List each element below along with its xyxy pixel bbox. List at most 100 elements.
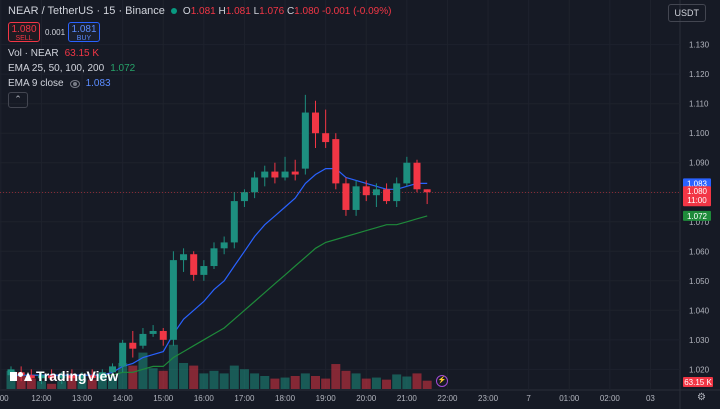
candle-body — [230, 201, 238, 243]
ema-lines — [11, 168, 428, 376]
tv-logo-icon — [10, 371, 32, 381]
volume-bar — [189, 365, 199, 389]
ema9-legend[interactable]: EMA 9 close 1.083 — [8, 78, 111, 89]
time-tick-label: 1:00 — [0, 394, 9, 403]
volume-bar — [229, 365, 239, 389]
sell-button[interactable]: 1.080 SELL — [8, 22, 40, 42]
price-label-text: 1.080 — [687, 187, 708, 196]
price-label-text: 1.083 — [687, 179, 708, 188]
market-status-dot — [170, 8, 177, 14]
time-tick-label: 20:00 — [356, 394, 377, 403]
change-value: -0.001 (-0.09%) — [321, 5, 392, 17]
candle — [139, 328, 147, 349]
time-tick-label: 03 — [646, 394, 655, 403]
volume-bar — [87, 379, 97, 389]
volume-bar — [138, 352, 148, 389]
candle — [119, 339, 127, 373]
candle-body — [342, 183, 350, 210]
volume-bar — [47, 383, 57, 389]
volume-bar — [158, 370, 168, 389]
price-tick-label: 1.020 — [689, 365, 710, 374]
candle-body — [119, 342, 127, 367]
time-tick-label: 16:00 — [194, 394, 215, 403]
volume-bar — [118, 363, 128, 389]
time-tick-label: 01:00 — [559, 394, 580, 403]
price-tick-label: 1.090 — [689, 159, 710, 168]
ema-multi-name: EMA 25, 50, 100, 200 — [8, 63, 105, 74]
candle-body — [291, 171, 299, 175]
eye-icon[interactable] — [69, 79, 80, 88]
candle — [312, 100, 319, 148]
time-tick-label: 12:00 — [31, 394, 52, 403]
spread-value: 0.001 — [45, 28, 66, 37]
candle — [240, 189, 248, 207]
candle — [342, 177, 350, 216]
candle — [68, 369, 76, 382]
candle-body — [180, 254, 188, 261]
candle — [301, 94, 309, 175]
candle — [403, 156, 411, 187]
price-label-bg — [683, 210, 711, 221]
price-tick-label: 1.050 — [689, 277, 710, 286]
candle-body — [220, 242, 228, 249]
buy-price: 1.081 — [71, 24, 97, 35]
candle — [291, 159, 299, 181]
ema-multi-legend[interactable]: EMA 25, 50, 100, 200 1.072 — [8, 63, 135, 74]
candle-body — [301, 112, 309, 169]
close-value: 1.080 — [294, 5, 320, 17]
volume-bar — [250, 373, 260, 389]
volume-bar — [351, 373, 361, 389]
price-tick-label: 1.070 — [689, 218, 710, 227]
candle — [393, 177, 401, 207]
candle-body — [281, 171, 289, 178]
time-tick-label: 02:00 — [600, 394, 621, 403]
symbol-header[interactable]: NEAR / TetherUS · 15 · Binance O1.081 H1… — [8, 5, 391, 17]
volume-bar — [219, 373, 229, 389]
volume-indicator-legend[interactable]: Vol · NEAR 63.15 K — [8, 48, 99, 59]
candle — [322, 109, 330, 148]
candle — [109, 363, 116, 376]
volume-bar — [57, 381, 67, 389]
time-tick-label: 14:00 — [113, 394, 134, 403]
volume-label-bg — [683, 377, 713, 387]
candle — [200, 260, 208, 281]
candle — [423, 189, 431, 205]
candle-body — [383, 189, 391, 202]
lightning-icon[interactable]: ⚡ — [436, 375, 448, 387]
volume-bar — [321, 378, 331, 389]
volume-bar — [392, 374, 402, 389]
volume-bar — [270, 378, 280, 389]
candle-body — [271, 171, 279, 178]
price-tick-label: 1.030 — [689, 336, 710, 345]
buy-button[interactable]: 1.081 BUY — [68, 22, 100, 42]
ema9-name: EMA 9 close — [8, 78, 64, 89]
candle-body — [37, 375, 45, 379]
candle-body — [413, 162, 421, 190]
candle — [220, 236, 228, 255]
candle — [180, 248, 188, 272]
candle — [251, 171, 259, 199]
candles — [7, 94, 431, 385]
candle — [98, 369, 106, 382]
candle — [352, 180, 360, 216]
volume-bar — [382, 379, 392, 389]
candle-body — [78, 375, 86, 379]
time-tick-label: 22:00 — [437, 394, 458, 403]
chevron-up-icon[interactable]: ⌃ — [8, 92, 28, 108]
price-label-text: 1.072 — [687, 212, 708, 221]
time-tick-label: 17:00 — [234, 394, 255, 403]
candle — [78, 372, 86, 385]
volume-bar — [361, 378, 371, 389]
volume-bar — [341, 370, 351, 389]
volume-bar — [412, 373, 422, 389]
time-tick-label: 13:00 — [72, 394, 93, 403]
volume-bar — [36, 381, 46, 389]
candle — [190, 251, 198, 281]
settings-gear-icon[interactable]: ⚙ — [697, 392, 706, 403]
currency-selector[interactable]: USDT — [667, 4, 706, 22]
candle-body — [423, 189, 431, 193]
candle-body — [372, 189, 380, 196]
price-tick-label: 1.040 — [689, 306, 710, 315]
volume-bar — [67, 377, 77, 389]
